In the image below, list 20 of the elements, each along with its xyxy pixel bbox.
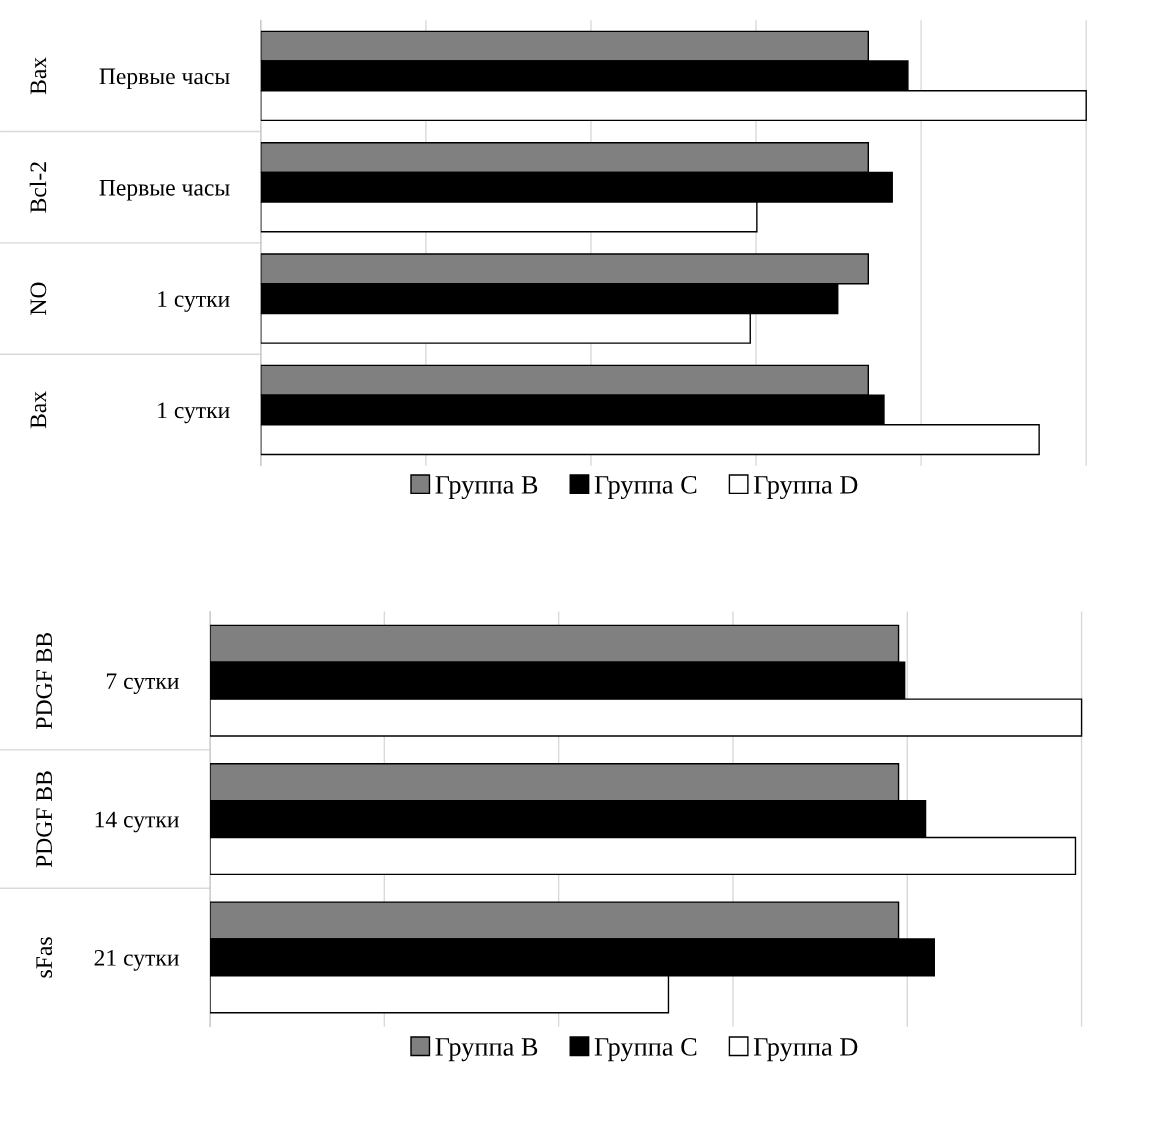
text: Bax: [30, 57, 47, 95]
legend-label: Группа B: [435, 476, 538, 500]
text: Bax: [30, 391, 47, 429]
text: NO: [30, 282, 47, 315]
y-tick-label: Первые часы: [99, 179, 230, 201]
text: Bcl-2: [29, 162, 47, 213]
legend-label: Группа C: [594, 1038, 697, 1062]
legend-label: Группа D: [753, 1038, 858, 1062]
y-tick-label: 1 сутки: [158, 291, 230, 312]
y-tick-label: 1 сутки: [158, 402, 230, 424]
text: PDGF BB: [36, 632, 53, 729]
text: PDGF BB: [36, 771, 53, 868]
y-tick-label: 21 сутки: [94, 949, 179, 971]
legend-label: Группа B: [435, 1038, 538, 1062]
y-tick-label: 14 сутки: [95, 811, 179, 833]
legend-label: Группа C: [594, 475, 697, 500]
y-tick-label: 7 сутки: [106, 673, 179, 694]
text: sFas: [36, 937, 53, 978]
legend-label: Группа D: [753, 476, 858, 500]
y-tick-label: Первые часы: [99, 68, 230, 90]
